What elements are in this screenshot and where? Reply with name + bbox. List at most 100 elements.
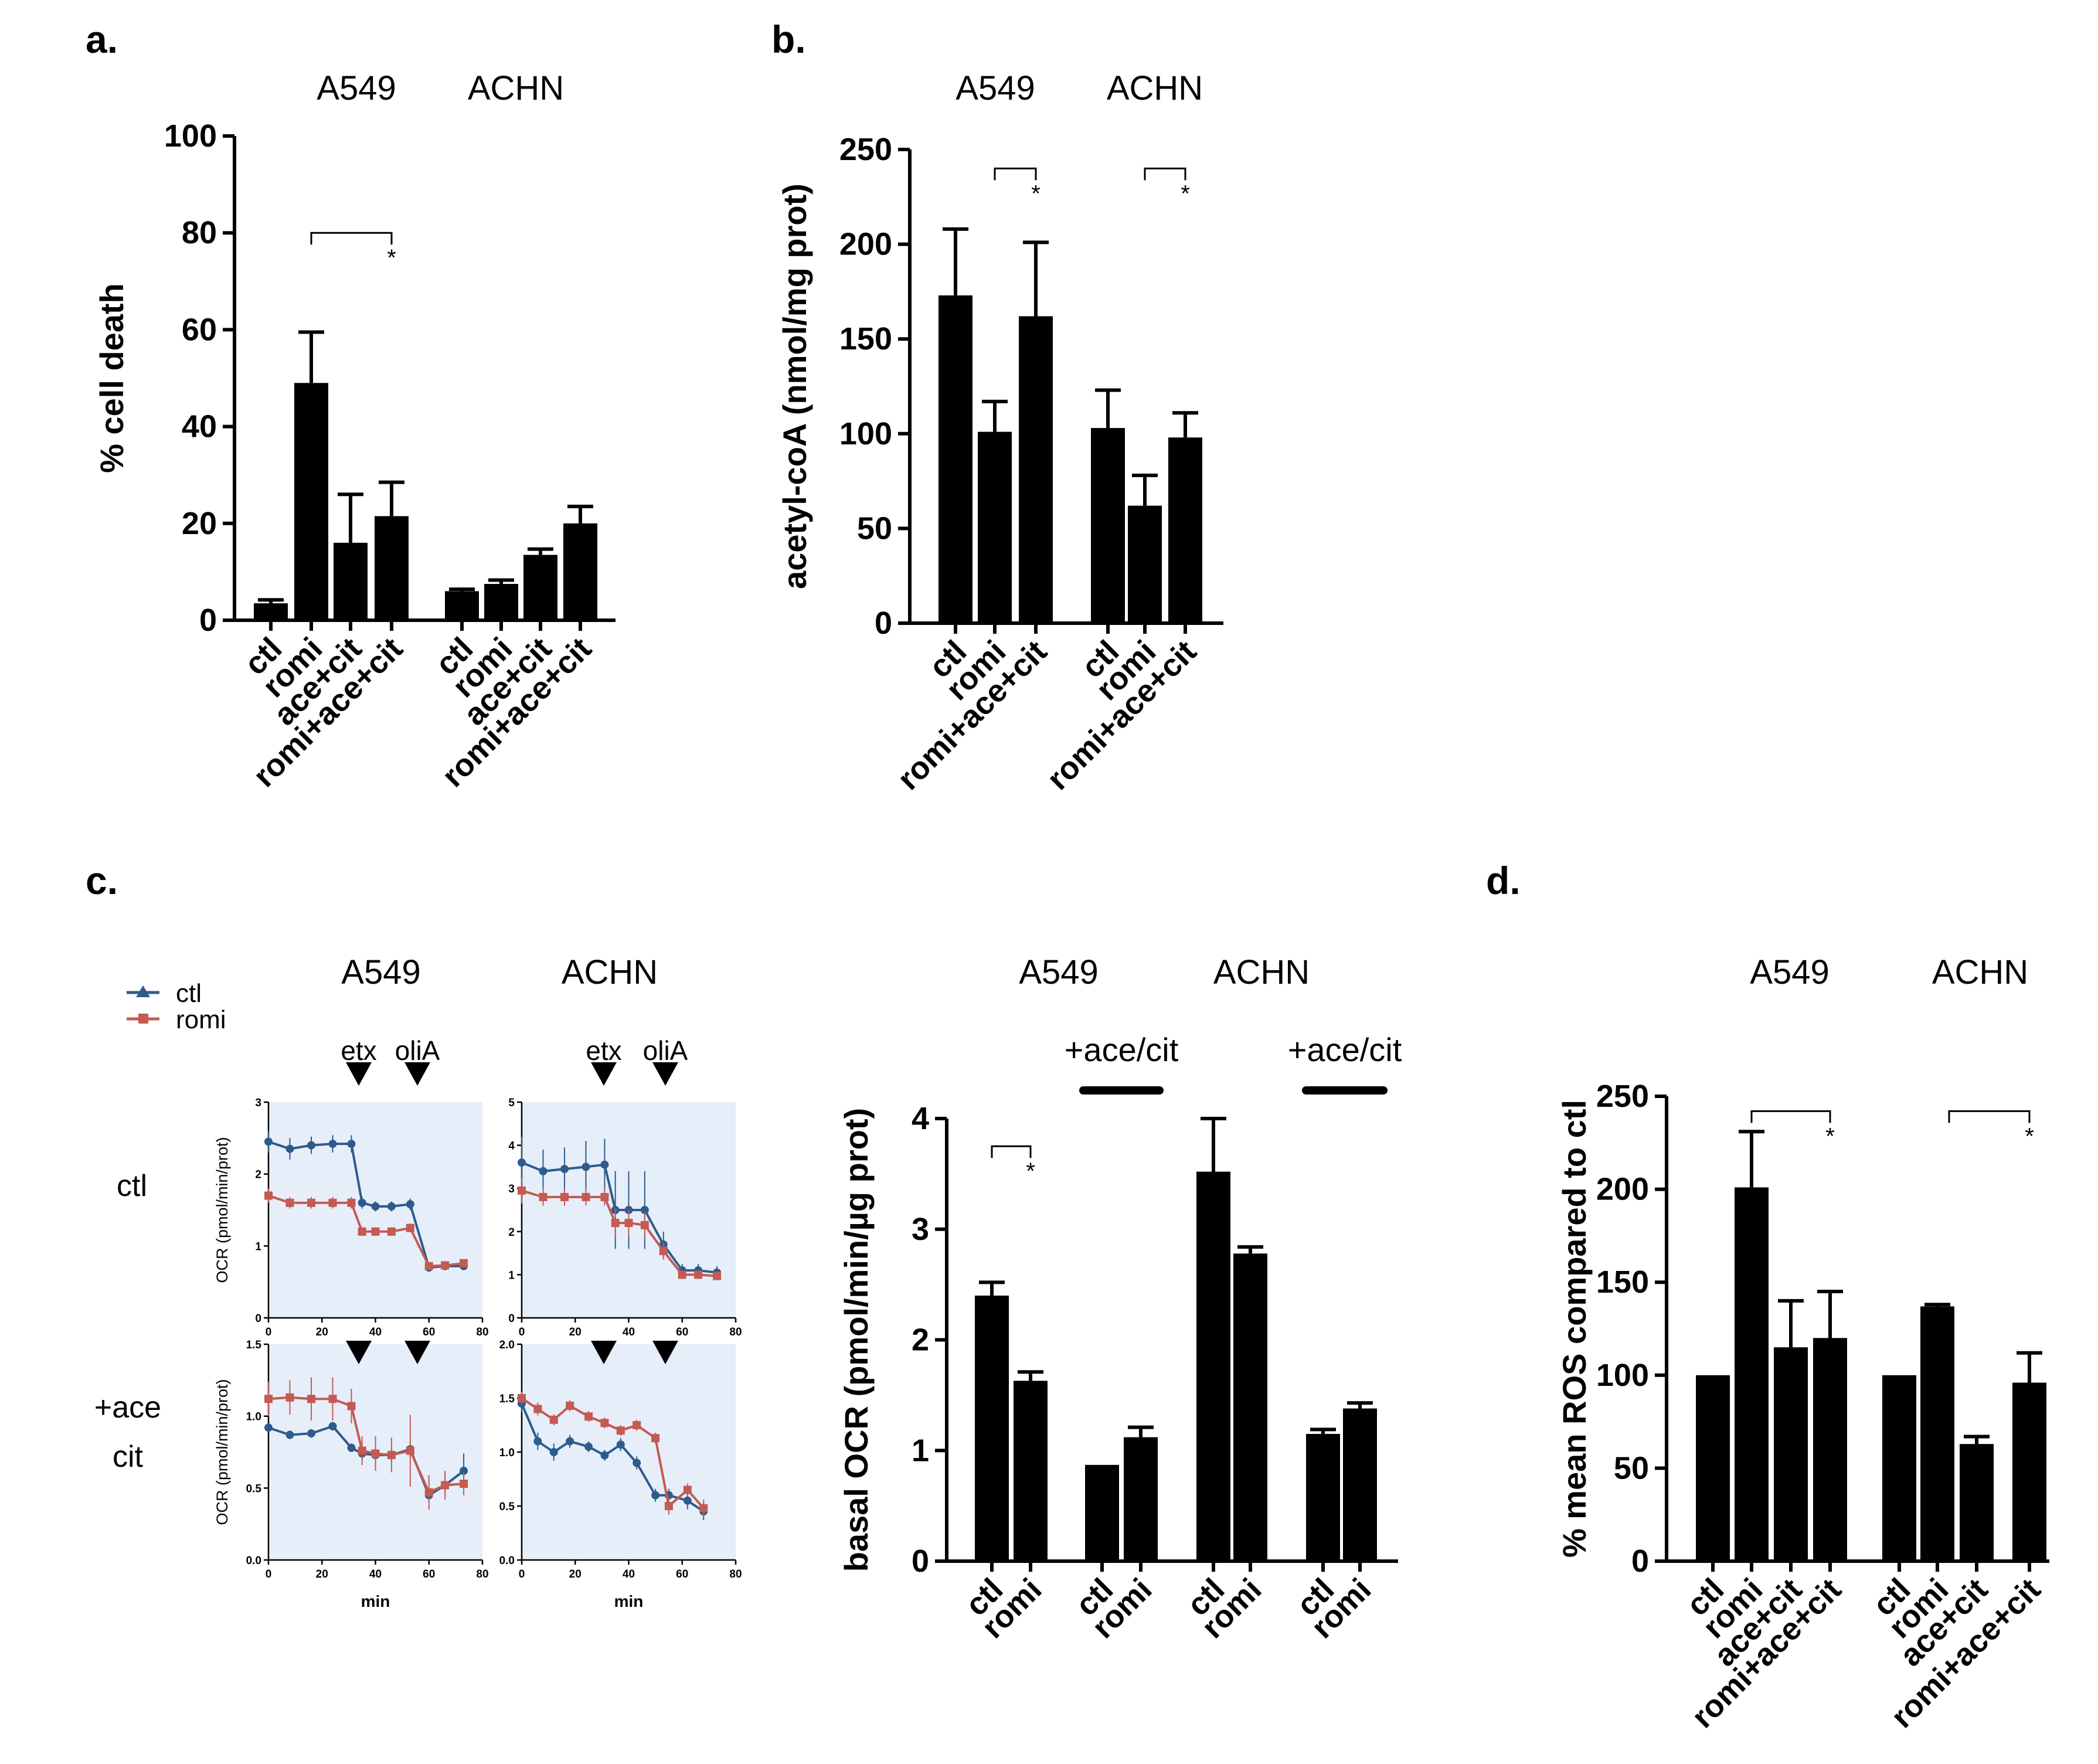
chart-b-significance-bracket: [1144, 167, 1186, 181]
ocr-x-tick-label: 40: [369, 1568, 382, 1581]
ocr-point-romi: [533, 1405, 542, 1413]
chart-d-y-tick-label: 200: [1596, 1172, 1649, 1207]
ocr-point-romi: [387, 1227, 396, 1236]
panel-letter-b: b.: [771, 18, 806, 61]
ocr-point-romi: [347, 1198, 356, 1207]
chart-d-ros: 0 50 100 150 200 250% mean ROS compared to ct…: [1556, 953, 2049, 1735]
chart-c-basal-y-axis-label: basal OCR (pmol/min/µg prot): [838, 1108, 875, 1572]
ocr-y-tick-label: 2.0: [499, 1339, 515, 1351]
chart-b-y-tick-label: 250: [839, 132, 892, 167]
ocr-point-ctl: [358, 1198, 366, 1207]
panel-letter-c: c.: [86, 859, 118, 902]
ocr-point-ctl: [518, 1158, 526, 1167]
chart-a-group-title: A549: [317, 69, 396, 107]
ocr-point-ctl: [264, 1137, 273, 1146]
chart-c-basal-bar-romi: [1343, 1408, 1377, 1561]
chart-a-bar-ace+cit: [523, 555, 557, 620]
panel-letter-d: d.: [1486, 859, 1521, 902]
ocr-y-tick-label: 0: [255, 1313, 261, 1325]
chart-d-group-title: ACHN: [1932, 953, 2028, 991]
chart-d-y-axis-label: % mean ROS compared to ctl: [1556, 1100, 1593, 1558]
ocr-point-romi: [678, 1270, 686, 1279]
injection-arrow-etx: [346, 1062, 372, 1086]
chart-a-bar-romi: [484, 584, 518, 620]
chart-b-y-tick-label: 100: [839, 416, 892, 451]
chart-a-bar-ctl: [445, 591, 479, 620]
legend-label-romi: romi: [176, 1005, 226, 1034]
chart-c-basal-y-tick-label: 3: [912, 1212, 929, 1247]
ocr-point-romi: [683, 1486, 692, 1494]
injection-label-etx: etx: [341, 1035, 376, 1066]
ocr-x-tick-label: 80: [729, 1568, 742, 1581]
chart-a-bar-ace+cit: [334, 542, 368, 620]
chart-c-basal-bar-ctl: [975, 1296, 1009, 1561]
chart-a-significance-star: *: [387, 245, 396, 271]
c-column-title: A549: [341, 953, 420, 991]
ocr-x-tick-label: 20: [316, 1568, 328, 1581]
ocr-point-ctl: [539, 1167, 548, 1175]
chart-d-y-tick-label: 250: [1596, 1079, 1649, 1114]
ocr-x-tick-label: 20: [569, 1326, 582, 1338]
ocr-x-tick-label: 60: [676, 1326, 688, 1338]
ocr-y-tick-label: 0.0: [246, 1555, 261, 1567]
chart-d-significance-star: *: [1825, 1123, 1835, 1149]
ocr-point-romi: [600, 1419, 609, 1427]
chart-d-bar-romi+ace+cit: [2012, 1382, 2046, 1561]
ocr-x-tick-label: 60: [423, 1568, 435, 1581]
chart-c-basal-bar-ctl: [1306, 1433, 1340, 1561]
ocr-point-romi: [624, 1219, 633, 1228]
injection-label-oliA: oliA: [643, 1035, 688, 1066]
chart-d-bar-ctl: [1696, 1375, 1730, 1561]
ocr-y-tick-label: 2: [255, 1169, 261, 1181]
ocr-point-ctl: [600, 1451, 609, 1460]
ocr-y-tick-label: 0.5: [246, 1483, 262, 1495]
ocr-point-romi: [406, 1446, 414, 1455]
ocr-point-romi: [566, 1401, 574, 1410]
c-row-label: ctl: [117, 1169, 147, 1203]
ocr-y-tick-label: 0.5: [499, 1501, 515, 1513]
ocr-point-romi: [358, 1446, 366, 1455]
ocr-point-ctl: [566, 1437, 574, 1446]
chart-c-basal-bar-romi: [1124, 1437, 1158, 1561]
chart-d-bar-romi+ace+cit: [1813, 1338, 1847, 1561]
ocr-x-tick-label: 80: [476, 1326, 488, 1338]
ocr-point-romi: [518, 1186, 526, 1195]
legend-label-ctl: ctl: [176, 979, 202, 1008]
ocr-y-tick-label: 1.5: [246, 1339, 262, 1351]
ocr-x-tick-label: 0: [266, 1568, 272, 1581]
injection-arrow-oliA: [404, 1062, 430, 1086]
c-basal-treatment-label: +ace/cit: [1065, 1031, 1179, 1068]
ocr-point-ctl: [640, 1206, 649, 1214]
ocr-point-romi: [640, 1221, 649, 1229]
chart-d-y-tick-label: 100: [1596, 1358, 1649, 1393]
ocr-point-romi: [600, 1192, 609, 1201]
chart-c-basal-significance-star: *: [1026, 1158, 1035, 1184]
chart-d-y-tick-label: 0: [1631, 1544, 1649, 1579]
injection-arrow-etx: [346, 1341, 372, 1364]
chart-d-bar-ctl: [1882, 1375, 1916, 1561]
chart-a-bar-romi+ace+cit: [563, 523, 597, 620]
c-column-title: ACHN: [562, 953, 658, 991]
chart-d-y-tick-label: 50: [1614, 1450, 1649, 1486]
ocr-point-romi: [664, 1502, 673, 1510]
injection-label-oliA: oliA: [395, 1035, 440, 1066]
chart-c-basal-group-title: ACHN: [1213, 953, 1310, 991]
chart-a-bar-romi+ace+cit: [375, 516, 409, 620]
ocr-point-romi: [518, 1394, 526, 1402]
ocr-point-romi: [371, 1449, 380, 1458]
chart-b-bar-ctl: [939, 295, 973, 623]
ocr-point-ctl: [460, 1466, 468, 1475]
chart-d-significance-star: *: [2025, 1123, 2034, 1149]
ocr-y-tick-label: 1.0: [246, 1411, 261, 1423]
chart-c-basal-y-tick-label: 1: [912, 1433, 929, 1468]
ocr-point-romi: [651, 1434, 660, 1443]
chart-b-significance-bracket: [994, 167, 1037, 181]
ocr-point-romi: [539, 1192, 548, 1201]
chart-b-significance-star: *: [1181, 181, 1190, 206]
ocr-point-romi: [560, 1192, 569, 1201]
ocr-x-tick-label: 20: [569, 1568, 582, 1581]
chart-c-basal-y-tick-label: 2: [912, 1323, 929, 1358]
